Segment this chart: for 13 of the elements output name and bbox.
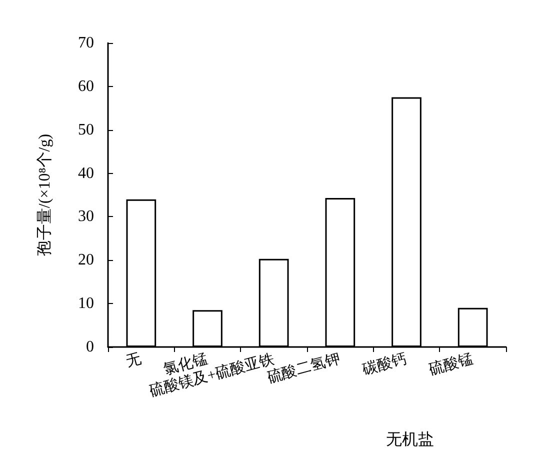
y-tick-label: 30 <box>78 208 94 226</box>
y-axis-title: 孢子量/(×10⁸个/g) <box>36 134 54 256</box>
x-tick-label: 硫酸锰 <box>427 350 475 378</box>
y-tick-label: 0 <box>86 338 94 356</box>
x-axis-title: 无机盐 <box>386 430 434 448</box>
y-tick-label: 70 <box>78 34 94 52</box>
y-tick-label: 10 <box>78 295 94 312</box>
y-tick-label: 40 <box>78 164 94 182</box>
x-tick-label: 无 <box>124 351 144 371</box>
y-tick-label: 60 <box>78 78 94 95</box>
y-tick-label: 20 <box>78 252 94 269</box>
x-tick-label: 碳酸钙 <box>360 350 409 379</box>
y-tick-label: 50 <box>78 121 94 138</box>
